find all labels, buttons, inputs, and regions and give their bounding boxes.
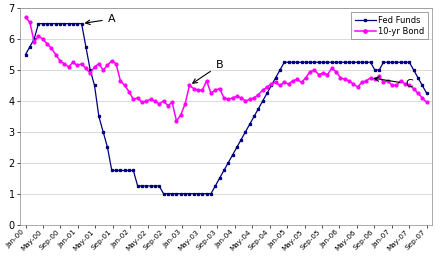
Fed Funds (200, 192, 205, 195)
10-yr Bond (23, 16, 28, 19)
Fed Funds (96, 115, 102, 118)
Fed Funds (187, 192, 192, 195)
10-yr Bond (424, 101, 429, 104)
Fed Funds (273, 76, 278, 79)
10-yr Bond (183, 102, 188, 105)
Fed Funds (161, 192, 166, 195)
Line: 10-yr Bond: 10-yr Bond (24, 16, 428, 122)
Fed Funds (424, 92, 429, 95)
Fed Funds (23, 53, 28, 56)
Legend: Fed Funds, 10-yr Bond: Fed Funds, 10-yr Bond (351, 12, 428, 39)
10-yr Bond (329, 67, 334, 70)
Fed Funds (131, 169, 136, 172)
Text: A: A (85, 14, 116, 25)
10-yr Bond (174, 120, 179, 123)
Fed Funds (36, 22, 41, 25)
10-yr Bond (269, 82, 274, 86)
Fed Funds (334, 61, 339, 64)
10-yr Bond (195, 89, 201, 92)
Text: C: C (375, 77, 413, 89)
Line: Fed Funds: Fed Funds (24, 23, 428, 195)
Text: B: B (193, 60, 223, 83)
10-yr Bond (92, 65, 97, 68)
10-yr Bond (126, 90, 132, 93)
